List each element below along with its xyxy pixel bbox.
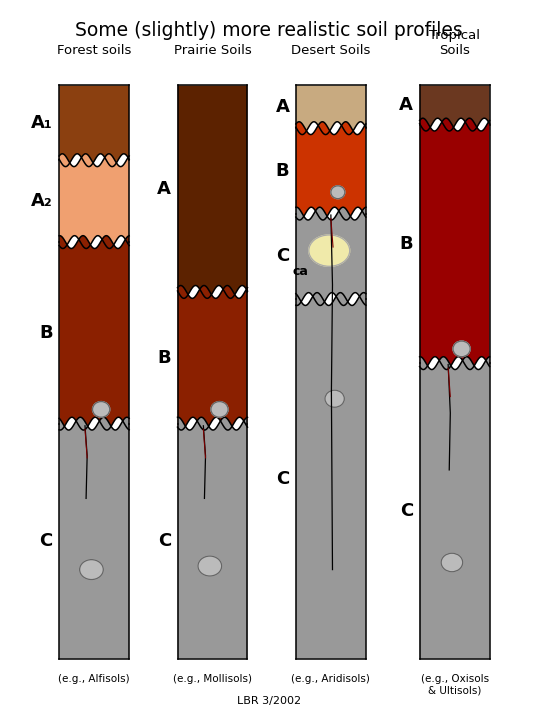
Text: C: C xyxy=(39,532,53,550)
Text: A: A xyxy=(157,179,171,198)
Text: (e.g., Aridisols): (e.g., Aridisols) xyxy=(292,674,370,684)
Polygon shape xyxy=(296,122,366,220)
Text: A: A xyxy=(275,98,289,116)
Text: Tropical
Soils: Tropical Soils xyxy=(429,29,480,57)
Text: Forest soils: Forest soils xyxy=(57,44,131,57)
Text: C: C xyxy=(400,502,413,520)
Text: A₂: A₂ xyxy=(31,192,53,210)
Text: B: B xyxy=(39,324,53,342)
Polygon shape xyxy=(420,85,490,131)
Polygon shape xyxy=(178,85,247,298)
Polygon shape xyxy=(59,417,129,659)
Polygon shape xyxy=(59,85,129,167)
Text: A₁: A₁ xyxy=(31,114,53,132)
Text: C: C xyxy=(276,470,289,488)
Text: ca: ca xyxy=(292,265,308,278)
Polygon shape xyxy=(59,236,129,430)
Ellipse shape xyxy=(93,402,110,417)
Text: B: B xyxy=(400,235,413,253)
Ellipse shape xyxy=(211,402,228,417)
Text: B: B xyxy=(158,349,171,367)
Text: (e.g., Alfisols): (e.g., Alfisols) xyxy=(58,674,130,684)
Text: Prairie Soils: Prairie Soils xyxy=(174,44,251,57)
Text: (e.g., Mollisols): (e.g., Mollisols) xyxy=(173,674,252,684)
Text: A: A xyxy=(399,96,413,114)
Polygon shape xyxy=(296,207,366,305)
Ellipse shape xyxy=(325,390,344,407)
Text: C: C xyxy=(276,247,289,266)
Ellipse shape xyxy=(441,553,463,572)
Text: LBR 3/2002: LBR 3/2002 xyxy=(237,696,301,706)
Ellipse shape xyxy=(453,341,470,357)
Text: Some (slightly) more realistic soil profiles: Some (slightly) more realistic soil prof… xyxy=(75,21,463,41)
Polygon shape xyxy=(178,417,247,659)
Polygon shape xyxy=(420,118,490,370)
Text: Desert Soils: Desert Soils xyxy=(291,44,371,57)
Ellipse shape xyxy=(80,560,103,580)
Polygon shape xyxy=(296,293,366,659)
Polygon shape xyxy=(296,85,366,135)
Text: B: B xyxy=(276,162,289,180)
Polygon shape xyxy=(420,357,490,659)
Polygon shape xyxy=(59,154,129,248)
Text: C: C xyxy=(158,532,171,550)
Ellipse shape xyxy=(309,235,350,266)
Ellipse shape xyxy=(331,186,345,199)
Polygon shape xyxy=(178,286,247,430)
Ellipse shape xyxy=(198,556,222,576)
Text: (e.g., Oxisols
& Ultisols): (e.g., Oxisols & Ultisols) xyxy=(421,674,489,696)
